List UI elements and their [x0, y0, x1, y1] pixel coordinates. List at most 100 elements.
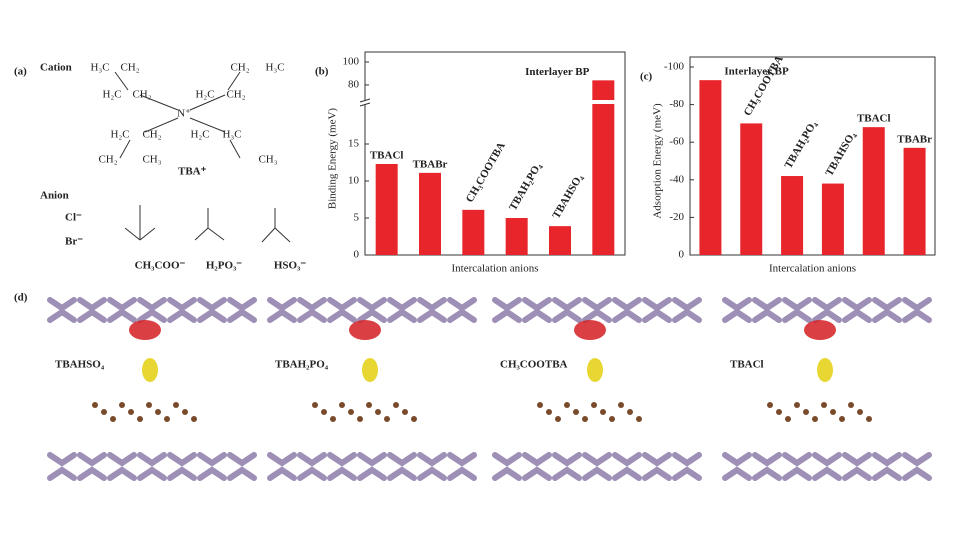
atom — [110, 416, 116, 422]
plot-frame — [364, 51, 626, 256]
bar-label: TBABr — [897, 133, 932, 145]
y-tick-label: 15 — [348, 138, 360, 150]
atom — [848, 402, 854, 408]
atom — [182, 409, 188, 415]
atom-label: CH₂ — [142, 129, 161, 141]
bp-layer — [47, 297, 77, 323]
charge-density — [817, 358, 833, 382]
y-tick-label: -20 — [669, 211, 684, 223]
atom — [555, 416, 561, 422]
bp-layer — [842, 452, 872, 481]
atom-label: CH₂ — [230, 62, 249, 74]
y-tick-label: -60 — [669, 136, 684, 148]
bp-layer — [722, 452, 752, 481]
atom — [330, 416, 336, 422]
atom-label: H₃C — [222, 129, 241, 141]
bp-layer — [782, 452, 812, 481]
system-label: CH₃COOTBA — [500, 359, 568, 371]
atom-label: CH₂ — [226, 89, 245, 101]
system-label: TBACl — [730, 359, 764, 371]
atom — [857, 409, 863, 415]
y-tick-label: 100 — [343, 56, 360, 68]
y-tick-label: -100 — [664, 61, 685, 73]
atom — [339, 402, 345, 408]
atom — [155, 409, 161, 415]
charge-density — [574, 320, 606, 340]
bp-layer — [297, 452, 327, 481]
anion-label: Br⁻ — [65, 236, 83, 248]
bar — [419, 172, 441, 255]
anion-bonds — [124, 205, 291, 243]
atom — [803, 409, 809, 415]
bp-layer — [902, 297, 932, 323]
charge-density — [804, 320, 836, 340]
bp-layer — [137, 297, 167, 323]
bp-layer — [612, 452, 642, 481]
bar-label: TBACl — [857, 113, 891, 125]
anion-label: CH₃COO⁻ — [135, 260, 186, 272]
atom — [821, 402, 827, 408]
atom — [146, 402, 152, 408]
atom — [119, 402, 125, 408]
y-tick-label: -80 — [669, 98, 684, 110]
bar — [699, 80, 722, 255]
bp-layer — [107, 297, 137, 323]
atom — [191, 416, 197, 422]
bp-layer — [672, 452, 702, 481]
y-axis-label: Binding Energy (meV) — [327, 108, 339, 210]
atom — [173, 402, 179, 408]
atom-label: CH₃ — [258, 154, 277, 166]
x-axis-label: Intercalation anions — [451, 263, 538, 275]
charge-density — [362, 358, 378, 382]
atom — [92, 402, 98, 408]
atom — [573, 409, 579, 415]
bp-layer — [872, 452, 902, 481]
bp-layer — [417, 297, 447, 323]
anion-label: Cl⁻ — [65, 212, 82, 224]
atom — [393, 402, 399, 408]
atom — [776, 409, 782, 415]
atom — [402, 409, 408, 415]
atom — [546, 409, 552, 415]
bp-layer — [492, 297, 522, 323]
atom — [537, 402, 543, 408]
charge-density — [349, 320, 381, 340]
system-label: TBAHSO₄ — [55, 359, 105, 371]
atom — [164, 416, 170, 422]
bar — [592, 80, 615, 256]
bp-layer — [357, 452, 387, 481]
bp-layer — [77, 452, 107, 481]
y-tick-label: 80 — [348, 78, 360, 90]
bp-layer — [227, 452, 257, 481]
bp-layer — [447, 297, 477, 323]
bp-layer — [387, 297, 417, 323]
panel-label: (c) — [640, 71, 653, 83]
panel-label: (d) — [14, 292, 28, 304]
bp-layer — [782, 297, 812, 323]
atom — [357, 416, 363, 422]
atom — [321, 409, 327, 415]
bp-layer — [387, 452, 417, 481]
charge-density — [587, 358, 603, 382]
bp-layer — [902, 452, 932, 481]
bp-layer — [642, 452, 672, 481]
y-tick-label: 0 — [354, 249, 360, 261]
charge-density — [142, 358, 158, 382]
system-label: TBAH₂PO₄ — [275, 359, 329, 371]
bp-layer — [327, 297, 357, 323]
y-tick-label: 5 — [354, 212, 360, 224]
bp-layer — [612, 297, 642, 323]
anion-label: HSO₃⁻ — [274, 260, 307, 272]
atom-label: CH₂ — [120, 62, 139, 74]
atom — [384, 416, 390, 422]
axis-break-mark — [359, 98, 371, 103]
atom-label: H₂C — [110, 129, 129, 141]
atom — [627, 409, 633, 415]
axis-break-mark — [359, 102, 371, 107]
atom — [101, 409, 107, 415]
bp-layer — [552, 452, 582, 481]
atom — [636, 416, 642, 422]
bp-layer — [642, 297, 672, 323]
bp-layer — [522, 452, 552, 481]
